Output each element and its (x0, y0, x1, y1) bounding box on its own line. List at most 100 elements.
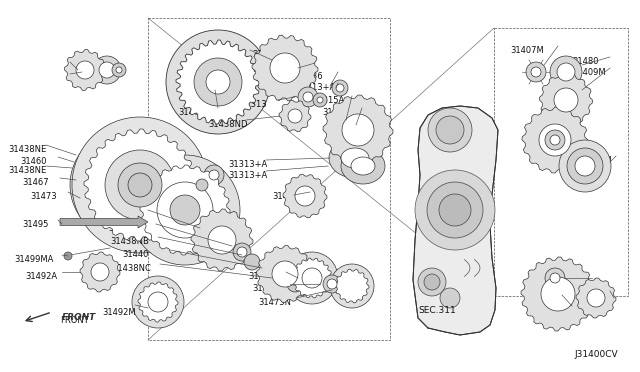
Bar (494, 28, 628, 296)
Text: 31315A: 31315A (312, 96, 344, 105)
Polygon shape (208, 226, 236, 254)
Polygon shape (413, 106, 498, 335)
Circle shape (132, 276, 184, 328)
Polygon shape (576, 278, 616, 318)
Ellipse shape (341, 148, 385, 184)
Circle shape (237, 247, 247, 257)
Circle shape (545, 130, 565, 150)
Circle shape (118, 163, 162, 207)
Ellipse shape (351, 157, 375, 175)
Polygon shape (270, 53, 300, 83)
Circle shape (209, 170, 219, 180)
Text: 31475: 31475 (178, 108, 205, 117)
Circle shape (317, 97, 323, 103)
Circle shape (327, 279, 337, 289)
Circle shape (170, 195, 200, 225)
Polygon shape (540, 74, 593, 126)
Circle shape (550, 56, 582, 88)
Text: FRONT: FRONT (62, 314, 96, 323)
Circle shape (313, 93, 327, 107)
Circle shape (233, 243, 251, 261)
Circle shape (302, 268, 322, 288)
Circle shape (72, 117, 208, 253)
Polygon shape (140, 165, 230, 255)
Text: 31420: 31420 (98, 210, 124, 219)
Circle shape (436, 116, 464, 144)
Bar (148, 18, 390, 340)
Text: 31473N: 31473N (258, 298, 291, 307)
Polygon shape (554, 88, 578, 112)
Text: 31313+A: 31313+A (228, 160, 268, 169)
Polygon shape (191, 209, 253, 271)
Circle shape (559, 140, 611, 192)
Text: 31495: 31495 (22, 220, 49, 229)
Text: 31480: 31480 (572, 57, 598, 66)
Text: 31469: 31469 (272, 192, 298, 201)
Text: 31313+A: 31313+A (296, 83, 335, 92)
Circle shape (303, 92, 313, 102)
Text: 31313+A: 31313+A (228, 171, 268, 180)
Circle shape (298, 87, 318, 107)
Circle shape (418, 268, 446, 296)
Polygon shape (84, 129, 196, 241)
Circle shape (112, 63, 126, 77)
Circle shape (116, 67, 122, 73)
Polygon shape (80, 252, 120, 292)
Polygon shape (138, 282, 178, 322)
Circle shape (440, 288, 460, 308)
Polygon shape (65, 49, 106, 90)
Circle shape (105, 150, 175, 220)
Text: 31438ND: 31438ND (208, 120, 248, 129)
Text: 31440: 31440 (122, 250, 148, 259)
Text: 31438N: 31438N (72, 62, 105, 71)
Ellipse shape (341, 148, 369, 168)
Circle shape (550, 135, 560, 145)
Circle shape (330, 264, 374, 308)
Text: 31409M: 31409M (572, 68, 605, 77)
Polygon shape (288, 109, 302, 123)
Polygon shape (279, 100, 311, 132)
Text: 31438NB: 31438NB (110, 237, 149, 246)
Polygon shape (323, 95, 393, 165)
Circle shape (287, 276, 303, 292)
Text: 31492M: 31492M (102, 308, 136, 317)
Text: 31313: 31313 (275, 63, 301, 72)
Circle shape (244, 254, 260, 270)
Circle shape (93, 56, 121, 84)
Polygon shape (257, 246, 314, 302)
Text: 31315: 31315 (322, 108, 349, 117)
Text: 31440D: 31440D (252, 284, 285, 293)
Circle shape (545, 268, 565, 288)
Text: 31450: 31450 (248, 272, 275, 281)
Polygon shape (295, 186, 315, 206)
Polygon shape (272, 261, 298, 287)
Text: 31438NE: 31438NE (8, 166, 46, 175)
Polygon shape (342, 114, 374, 146)
Text: J31400CV: J31400CV (574, 350, 618, 359)
Circle shape (166, 30, 270, 134)
Text: 31460: 31460 (20, 157, 47, 166)
Polygon shape (283, 174, 327, 218)
Circle shape (196, 179, 208, 191)
Circle shape (557, 63, 575, 81)
Ellipse shape (70, 127, 194, 243)
Circle shape (332, 80, 348, 96)
Text: 31550: 31550 (72, 74, 99, 83)
Text: 31407M: 31407M (510, 46, 544, 55)
Circle shape (427, 182, 483, 238)
Circle shape (526, 62, 546, 82)
Polygon shape (252, 35, 318, 101)
Text: 31313: 31313 (240, 100, 267, 109)
Circle shape (575, 156, 595, 176)
Text: 31492A: 31492A (25, 272, 57, 281)
FancyArrow shape (60, 216, 148, 228)
Polygon shape (521, 257, 595, 331)
Ellipse shape (329, 138, 381, 178)
Circle shape (567, 148, 603, 184)
Polygon shape (335, 269, 369, 303)
Circle shape (336, 84, 344, 92)
Circle shape (550, 273, 560, 283)
Text: 31438NE: 31438NE (8, 145, 46, 154)
Text: 31499MA: 31499MA (14, 255, 53, 264)
Circle shape (323, 275, 341, 293)
